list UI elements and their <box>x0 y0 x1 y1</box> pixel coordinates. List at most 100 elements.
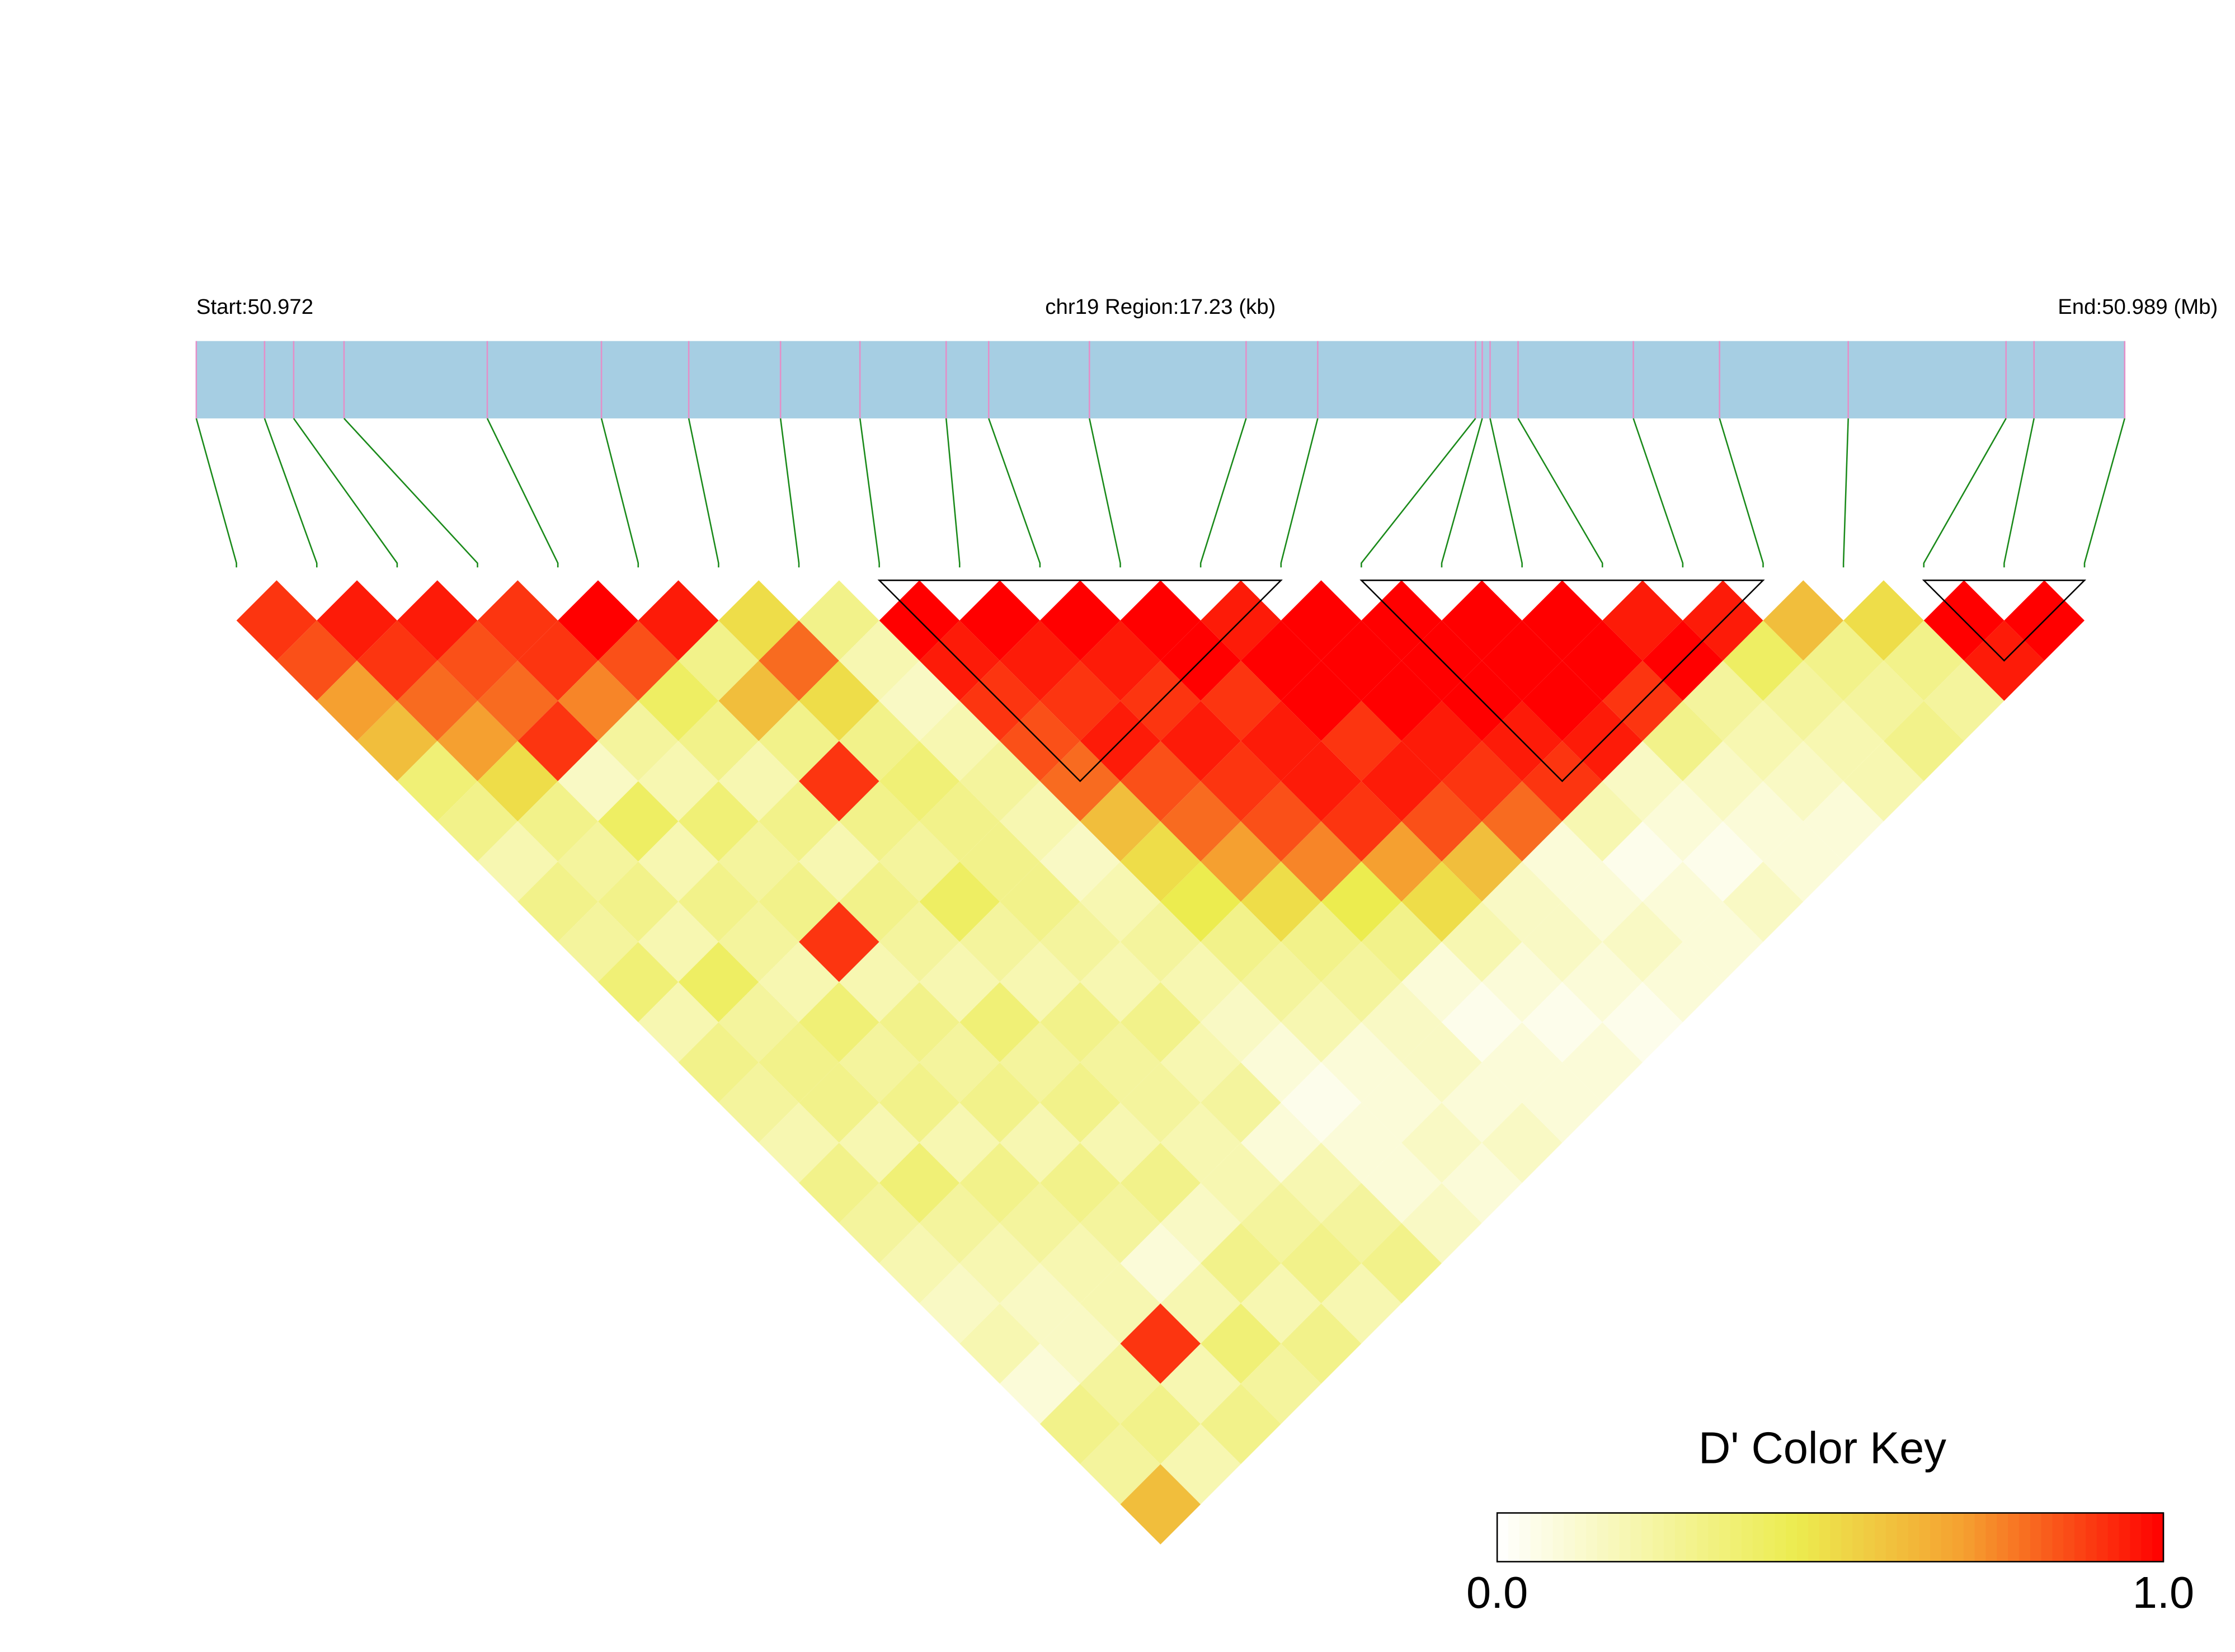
ld-cell <box>1401 1102 1482 1183</box>
ld-cell <box>1602 741 1683 822</box>
color-key-segment <box>1708 1513 1720 1562</box>
ld-cell <box>879 1223 960 1303</box>
ld-cell <box>1120 982 1201 1063</box>
ld-cell <box>1281 1062 1362 1143</box>
end-label: End:50.989 (Mb) <box>2058 295 2218 319</box>
ld-cell <box>1281 1303 1362 1384</box>
snp-link <box>1923 418 2007 568</box>
color-key-segment <box>1508 1513 1521 1562</box>
ld-cell <box>1281 580 1362 661</box>
ld-cell <box>1120 741 1201 822</box>
snp-link <box>600 418 639 568</box>
snp-link <box>1280 418 1319 568</box>
ld-block <box>877 580 1283 783</box>
color-key-segment <box>1797 1513 1809 1562</box>
ld-cell <box>1120 821 1201 902</box>
color-key-frame <box>1496 1512 2165 1562</box>
ld-cell <box>1442 580 1522 661</box>
ld-cell <box>1120 1303 1201 1384</box>
ld-cell <box>1160 1022 1241 1103</box>
ld-cell <box>1201 1303 1281 1384</box>
ld-cell <box>1000 861 1080 942</box>
ld-cell <box>919 781 1000 862</box>
ld-cell <box>1602 982 1683 1063</box>
ld-cell <box>1321 861 1402 942</box>
color-key-segment <box>1897 1513 1909 1562</box>
ld-cell <box>1120 1223 1201 1303</box>
ld-cell <box>1361 660 1442 741</box>
ld-cell <box>759 700 839 782</box>
snp-link <box>1632 418 1684 568</box>
color-key-segment <box>1564 1513 1576 1562</box>
ld-cell <box>1401 700 1482 782</box>
color-key-segment <box>1674 1513 1687 1562</box>
color-key-segment <box>1885 1513 1898 1562</box>
color-key-segment <box>1864 1513 1876 1562</box>
color-key-segment <box>1608 1513 1620 1562</box>
ld-cell <box>1160 700 1241 782</box>
ld-cell <box>1321 1263 1402 1344</box>
color-key-segment <box>1585 1513 1598 1562</box>
ld-cell <box>1843 580 1924 661</box>
ld-cell <box>437 781 518 862</box>
color-key-segment <box>1841 1513 1853 1562</box>
color-key-segment <box>2041 1513 2053 1562</box>
ld-cell <box>1361 1223 1442 1303</box>
color-key-segment <box>1775 1513 1787 1562</box>
snp-link <box>988 418 1041 568</box>
ld-cell <box>1201 1223 1281 1303</box>
ld-cell <box>1201 1062 1281 1143</box>
ld-cell <box>1240 700 1321 782</box>
ld-cell <box>1240 781 1321 862</box>
color-key-segment <box>1530 1513 1542 1562</box>
color-key-segment <box>1519 1513 1531 1562</box>
ld-cell <box>959 821 1040 902</box>
ld-cell <box>1039 1383 1121 1465</box>
color-key-segment <box>2152 1513 2165 1562</box>
ld-cell <box>1160 781 1241 862</box>
color-key-segment <box>1763 1513 1776 1562</box>
ld-cell <box>1682 741 1763 822</box>
ld-cell <box>1643 942 1723 1023</box>
color-key-title: D' Color Key <box>1698 1423 1946 1472</box>
ld-cell <box>1000 620 1080 701</box>
ld-cell <box>1281 901 1362 982</box>
ld-cell <box>597 861 679 942</box>
ld-cell <box>799 1142 879 1223</box>
ld-cell <box>1522 1062 1603 1143</box>
ld-cell <box>1080 1102 1161 1183</box>
ld-cell <box>1562 781 1643 862</box>
ld-cell <box>1039 1142 1121 1223</box>
color-key-segment <box>2130 1513 2142 1562</box>
color-key-segment <box>1686 1513 1698 1562</box>
color-key-segment <box>1552 1513 1565 1562</box>
ld-cell <box>1562 861 1643 942</box>
color-key-segment <box>1985 1513 1998 1562</box>
ld-cell <box>1723 700 1804 782</box>
ld-cell <box>1160 1424 1241 1504</box>
ld-cell <box>1160 1102 1241 1183</box>
ld-cell <box>1000 1263 1080 1344</box>
color-key-segment <box>2086 1513 2098 1562</box>
ld-cell <box>1602 901 1683 982</box>
snp-link <box>486 418 559 568</box>
ld-cell <box>1682 821 1763 902</box>
ld-cell <box>1160 1343 1241 1424</box>
ld-cell <box>1000 942 1080 1023</box>
gene-bar <box>196 341 2125 418</box>
color-key-segment <box>1719 1513 1731 1562</box>
snp-link <box>1842 418 1849 568</box>
ld-cell <box>1602 580 1683 661</box>
region-label: chr19 Region:17.23 (kb) <box>1045 295 1276 319</box>
ld-cell <box>879 660 960 741</box>
ld-cell <box>1039 1303 1121 1384</box>
color-key-segment <box>1730 1513 1743 1562</box>
color-key-segment <box>1652 1513 1665 1562</box>
ld-cell <box>1000 781 1080 862</box>
snp-link <box>2003 418 2035 568</box>
ld-cell <box>1080 861 1161 942</box>
ld-cell <box>1000 1102 1080 1183</box>
color-key-segment <box>1786 1513 1798 1562</box>
snp-link <box>293 418 398 568</box>
ld-cell <box>839 1102 920 1183</box>
